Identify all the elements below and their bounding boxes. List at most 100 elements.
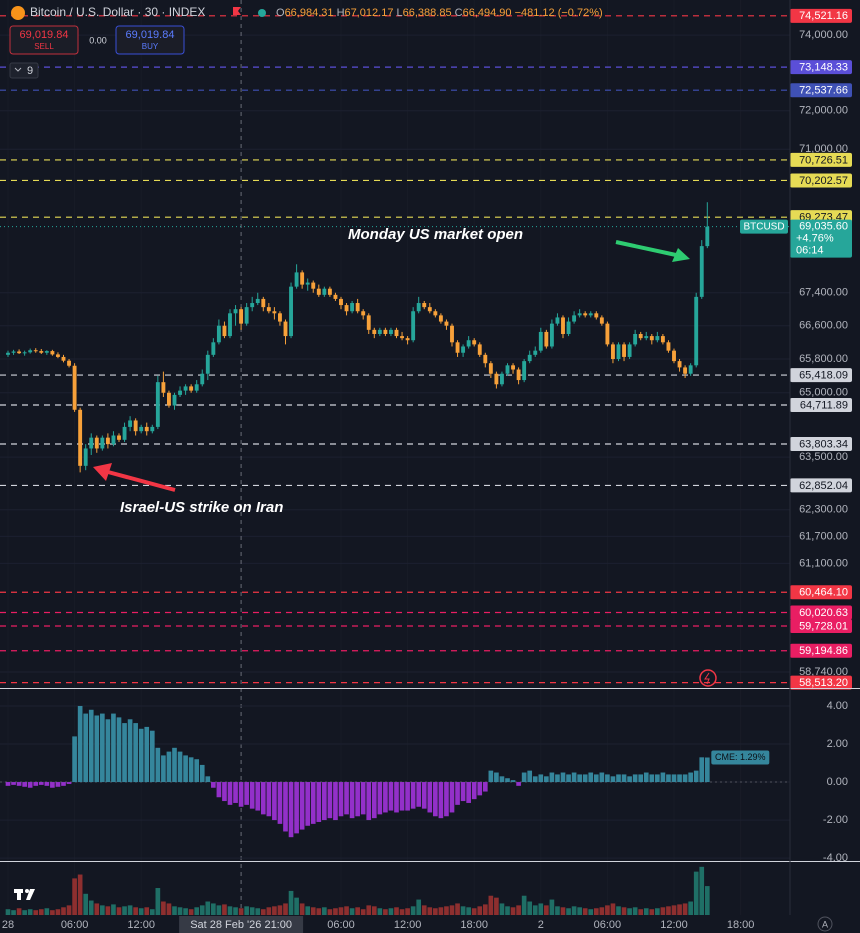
bar	[188, 757, 194, 783]
bar	[11, 782, 16, 785]
sell-price[interactable]: 69,019.84	[20, 29, 69, 41]
chevron-icon[interactable]	[14, 67, 22, 72]
candle-body	[455, 342, 460, 353]
candle-body	[150, 426, 155, 432]
volume-bar	[466, 907, 471, 915]
bar	[377, 782, 383, 815]
candle-body	[633, 333, 638, 345]
auto-scale-label[interactable]: A	[822, 919, 828, 929]
candle-body	[222, 325, 227, 337]
candle-body	[599, 317, 604, 324]
bar	[571, 772, 577, 783]
candle-body	[444, 321, 449, 326]
bar	[88, 709, 94, 783]
y-tick-label: 71,000.00	[799, 143, 848, 155]
volume-bar	[704, 886, 710, 915]
annotation-arrow	[615, 240, 677, 257]
candle-body	[416, 303, 421, 312]
level-label: 70,202.57	[799, 175, 848, 187]
bar	[394, 782, 399, 813]
level-label-box	[790, 398, 852, 413]
candle-body	[622, 344, 626, 357]
candle-body	[688, 365, 693, 374]
bar	[94, 715, 100, 783]
volume-bar	[100, 905, 105, 915]
volume-bar	[638, 909, 644, 915]
bar	[44, 782, 50, 786]
bar	[599, 772, 605, 783]
level-label: 74,521.16	[799, 10, 848, 22]
level-label: 60,464.10	[799, 587, 848, 599]
level-label: 60,020.63	[799, 607, 848, 619]
volume-bar	[288, 890, 294, 915]
sell-box[interactable]	[9, 25, 79, 55]
quote-value: 67,012.17	[345, 7, 394, 19]
bar	[605, 774, 610, 783]
buy-label[interactable]: BUY	[142, 42, 159, 51]
bar	[205, 776, 211, 783]
buy-price[interactable]: 69,019.84	[126, 29, 175, 41]
volume-bar	[660, 907, 666, 915]
buy-button[interactable]: 69,019.84 BUY	[115, 25, 185, 55]
bar	[277, 782, 283, 824]
bar	[666, 774, 671, 783]
candle-body	[577, 313, 582, 316]
buy-box[interactable]	[115, 25, 185, 55]
candle-body	[89, 437, 94, 449]
volume-bar	[477, 906, 483, 915]
volume-bar	[421, 905, 427, 915]
bar	[338, 782, 344, 817]
candle-body	[161, 382, 166, 393]
volume-bar	[593, 908, 599, 915]
sell-button[interactable]: 69,019.84 SELL	[9, 25, 79, 55]
volume-bar	[532, 905, 538, 915]
quote-key: C	[455, 7, 463, 19]
candle-body	[438, 315, 443, 322]
level-label-box	[790, 605, 852, 620]
candle-body	[649, 336, 654, 341]
volume-bar	[283, 903, 288, 915]
sell-label[interactable]: SELL	[34, 42, 54, 51]
volume-bar	[11, 910, 16, 915]
candle-body	[383, 329, 388, 334]
volume-bar	[555, 906, 560, 915]
volume-bar	[316, 908, 322, 915]
indicators-toggle[interactable]: 9	[9, 62, 39, 79]
volume-bar	[666, 906, 671, 915]
bar	[344, 782, 349, 815]
bar	[538, 774, 544, 783]
level-label-box	[790, 675, 852, 690]
alert-icon[interactable]	[699, 669, 717, 687]
indicators-box[interactable]	[9, 62, 39, 79]
candle-body	[189, 386, 194, 391]
bar	[505, 778, 510, 783]
ohlc-quote: O66,984.31 H67,012.17 L66,388.85 C66,494…	[276, 7, 603, 19]
indicators-count[interactable]: 9	[27, 65, 33, 77]
bar	[582, 774, 588, 783]
candle-body	[44, 351, 49, 353]
bar	[693, 770, 699, 783]
bar	[621, 774, 627, 783]
volume-bar	[632, 907, 638, 915]
volume-bar	[66, 905, 72, 915]
quote-key: H	[337, 7, 345, 19]
alert-bolt[interactable]	[704, 672, 710, 685]
x-tick-label: 06:00	[61, 919, 89, 931]
volume-bar	[433, 908, 438, 915]
bar	[544, 776, 549, 783]
volume-bar	[33, 910, 39, 915]
auto-scale-button[interactable]	[817, 916, 833, 932]
volume-bar	[616, 906, 621, 915]
candle-body	[355, 303, 360, 312]
candle-body	[278, 313, 282, 322]
level-label: 59,194.86	[799, 645, 848, 657]
countdown-label: 06:14	[796, 245, 824, 257]
candle-body	[105, 437, 110, 445]
bar	[22, 782, 27, 787]
bar	[83, 713, 89, 783]
bar	[161, 755, 166, 783]
candle-body	[111, 435, 116, 445]
volume-bar	[299, 903, 305, 915]
bar	[532, 776, 538, 783]
candle-body	[72, 365, 77, 410]
